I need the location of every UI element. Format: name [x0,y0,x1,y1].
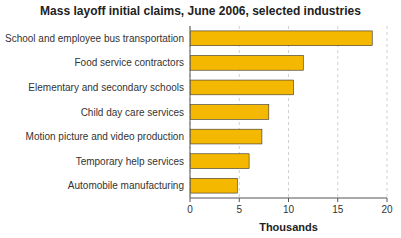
x-axis-label: Thousands [259,221,318,233]
grid-line [337,26,338,198]
bar [190,178,237,193]
x-tick-label: 5 [236,204,242,215]
x-tick [387,198,388,202]
category-label: Food service contractors [75,57,185,68]
x-tick [239,198,240,202]
bar [190,129,262,144]
grid-line [190,26,191,198]
x-tick-label: 0 [187,204,193,215]
bar [190,55,303,70]
grid [190,26,387,198]
category-label: Automobile manufacturing [68,180,184,191]
grid-line [288,26,289,198]
category-label: Elementary and secondary schools [28,82,184,93]
title: Mass layoff initial claims, June 2006, s… [40,4,361,18]
x-tick [288,198,289,202]
bar [190,80,293,95]
grid-line [387,26,388,198]
chart: Mass layoff initial claims, June 2006, s… [0,0,401,238]
y-axis-line [190,26,191,198]
x-tick-label: 15 [332,204,344,215]
x-tick [190,198,191,202]
bar [190,154,249,169]
bar [190,105,269,120]
category-label: Temporary help services [76,156,184,167]
x-tick-label: 20 [381,204,393,215]
category-label: Child day care services [81,107,184,118]
category-label: Motion picture and video production [26,131,184,142]
bars [190,31,372,193]
x-tick-label: 10 [283,204,295,215]
x-tick [337,198,338,202]
x-ticks: 0 5 10 15 20 [187,198,393,215]
category-label: School and employee bus transportation [5,33,184,44]
category-labels: Automobile manufacturing Temporary help s… [5,33,184,191]
bar [190,31,372,46]
